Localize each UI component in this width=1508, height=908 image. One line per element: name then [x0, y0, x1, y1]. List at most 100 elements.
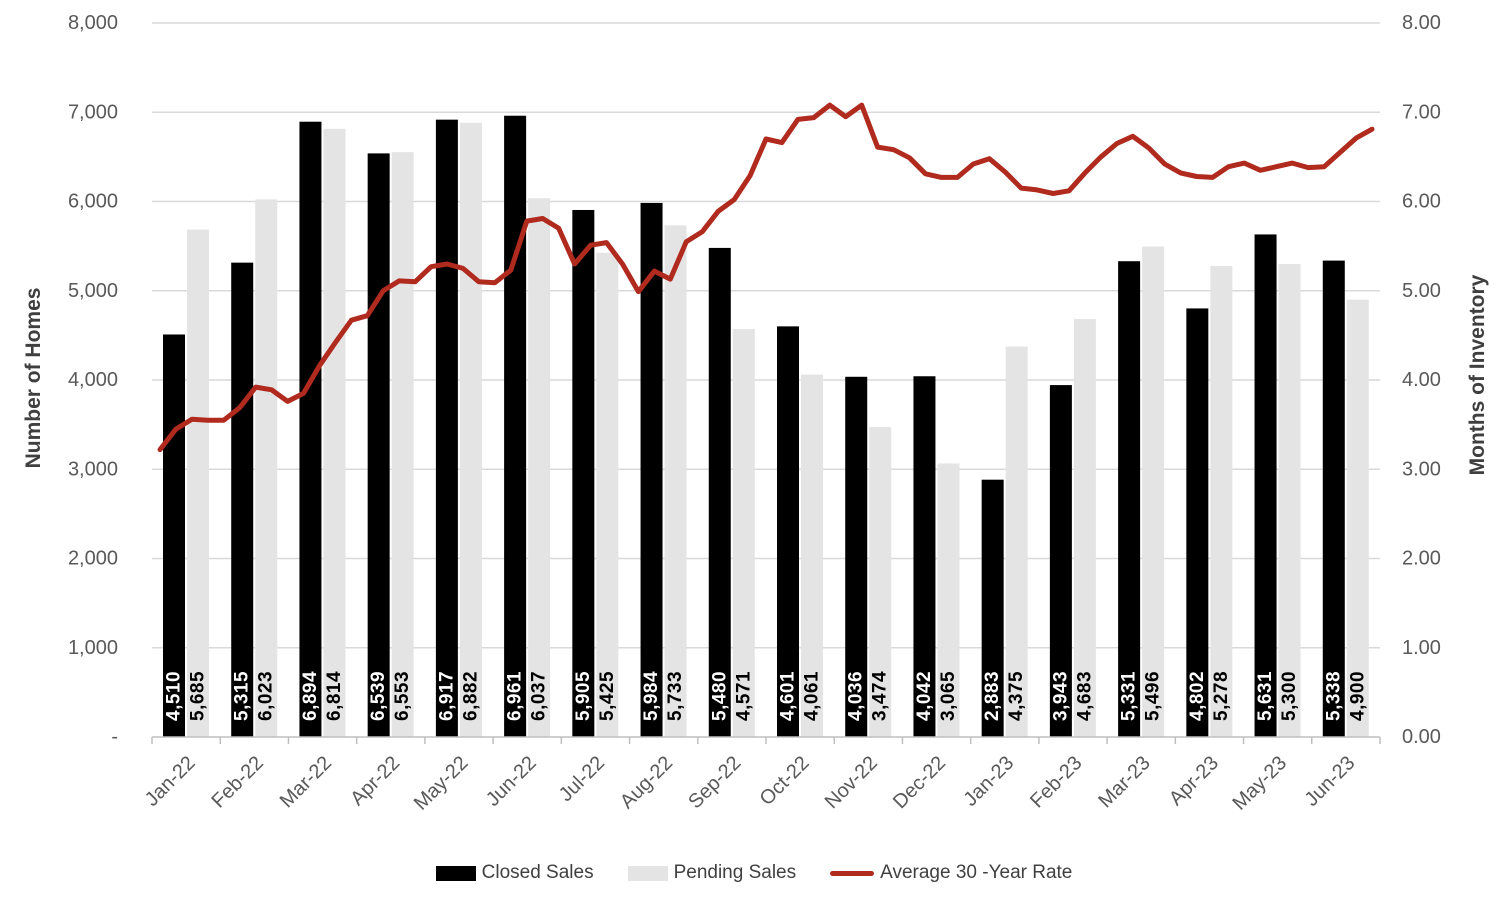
left-axis-tick-label: 3,000: [68, 458, 118, 480]
closed-sales-value-label: 5,905: [573, 671, 594, 721]
closed-sales-bar: [913, 376, 936, 737]
legend-item-average-rate: Average 30 -Year Rate: [830, 862, 1072, 884]
pending-sales-bar: [869, 426, 892, 737]
left-axis-tick-label: 4,000: [68, 369, 118, 391]
pending-sales-value-label: 4,061: [802, 671, 823, 721]
left-axis-title: Number of Homes: [22, 287, 45, 469]
pending-sales-value-label: 5,685: [188, 671, 209, 721]
closed-sales-bar: [231, 262, 254, 737]
closed-sales-value-label: 5,631: [1255, 671, 1276, 721]
x-tick-label: Nov-22: [821, 752, 882, 813]
closed-sales-bar: [1049, 385, 1072, 737]
pending-sales-value-label: 5,733: [665, 671, 686, 721]
x-tick-label: Dec-22: [889, 752, 950, 813]
x-tick-label: Apr-23: [1165, 752, 1223, 810]
right-axis-tick-label: 0.00: [1402, 726, 1441, 748]
legend-label-pending-sales: Pending Sales: [673, 862, 797, 883]
x-tick-label: Oct-22: [756, 752, 814, 810]
pending-sales-swatch: [627, 865, 668, 881]
closed-sales-value-label: 4,601: [778, 671, 799, 721]
closed-sales-bar: [1322, 260, 1345, 737]
pending-sales-value-label: 4,375: [1006, 671, 1027, 721]
closed-sales-bar: [435, 119, 458, 737]
closed-sales-swatch: [435, 865, 476, 881]
closed-sales-value-label: 6,917: [436, 671, 457, 721]
pending-sales-bar: [187, 229, 209, 737]
pending-sales-value-label: 4,571: [733, 671, 754, 721]
pending-sales-bar: [1278, 263, 1301, 737]
closed-sales-value-label: 2,883: [982, 671, 1003, 721]
closed-sales-bar: [1118, 261, 1141, 737]
x-tick-label: Jun-22: [482, 752, 541, 811]
closed-sales-bar: [981, 479, 1004, 737]
closed-sales-value-label: 4,802: [1187, 671, 1208, 721]
pending-sales-bar: [1346, 299, 1369, 737]
pending-sales-value-label: 6,553: [392, 671, 413, 721]
pending-sales-bar: [801, 374, 823, 737]
x-tick-label: May-22: [410, 752, 473, 815]
right-axis-tick-label: 2.00: [1402, 548, 1441, 570]
pending-sales-bar: [255, 199, 278, 737]
pending-sales-bar: [664, 225, 687, 737]
right-axis-tick-label: 1.00: [1402, 637, 1441, 659]
pending-sales-value-label: 5,425: [597, 671, 618, 721]
pending-sales-value-label: 4,900: [1347, 671, 1368, 721]
closed-sales-value-label: 5,984: [641, 671, 662, 721]
closed-sales-value-label: 4,510: [164, 671, 185, 721]
pending-sales-value-label: 5,300: [1279, 671, 1300, 721]
average-rate-line: [157, 102, 1375, 453]
right-axis-title: Months of Inventory: [1466, 274, 1489, 476]
pending-sales-value-label: 6,023: [256, 671, 277, 721]
right-axis-tick-label: 8.00: [1402, 12, 1441, 34]
right-axis-tick-label: 7.00: [1402, 101, 1441, 123]
x-tick-label: Apr-22: [346, 752, 404, 810]
closed-sales-bar: [640, 202, 663, 738]
pending-sales-value-label: 6,882: [460, 671, 481, 721]
right-axis-tick-label: 4.00: [1402, 369, 1441, 391]
pending-sales-value-label: 5,496: [1143, 671, 1164, 721]
closed-sales-bar: [367, 153, 390, 737]
closed-sales-value-label: 5,315: [232, 671, 253, 721]
pending-sales-value-label: 3,474: [870, 671, 891, 721]
pending-sales-value-label: 6,037: [529, 671, 550, 721]
pending-sales-bar: [323, 128, 346, 738]
pending-sales-bar: [732, 329, 755, 737]
x-tick-label: Jan-22: [141, 752, 200, 811]
closed-sales-value-label: 4,036: [846, 671, 867, 721]
x-tick-label: May-23: [1228, 752, 1291, 815]
right-axis-tick-label: 3.00: [1402, 458, 1441, 480]
pending-sales-bar: [1142, 246, 1165, 737]
x-tick-label: Mar-22: [276, 752, 336, 812]
legend: Closed Sales Pending Sales Average 30 -Y…: [0, 854, 1508, 892]
closed-sales-bar: [1186, 308, 1209, 737]
x-tick-label: Sep-22: [684, 752, 745, 813]
x-tick-label: Feb-23: [1026, 752, 1086, 812]
pending-sales-bar: [1073, 319, 1096, 737]
closed-sales-bar: [504, 115, 527, 737]
closed-sales-value-label: 5,480: [709, 671, 730, 721]
average-rate-line-swatch: [830, 870, 875, 876]
pending-sales-bar: [459, 122, 482, 738]
pending-sales-bar: [1210, 265, 1233, 737]
pending-sales-bar: [596, 252, 619, 737]
x-tick-label: Jul-22: [555, 752, 609, 806]
right-axis-tick-label: 6.00: [1402, 191, 1441, 213]
closed-sales-bar: [572, 209, 595, 737]
left-axis-tick-label: 6,000: [68, 191, 118, 213]
closed-sales-value-label: 5,338: [1323, 671, 1344, 721]
legend-label-closed-sales: Closed Sales: [481, 862, 594, 883]
right-axis-tick-label: 5.00: [1402, 280, 1441, 302]
left-axis-tick-label: 5,000: [68, 280, 118, 302]
closed-sales-bar: [777, 326, 799, 737]
closed-sales-value-label: 3,943: [1050, 671, 1071, 721]
left-axis-tick-label: 2,000: [68, 548, 118, 570]
closed-sales-bar: [845, 376, 868, 737]
pending-sales-bar: [528, 198, 551, 737]
closed-sales-value-label: 4,042: [914, 671, 935, 721]
closed-sales-bar: [1254, 234, 1277, 738]
closed-sales-bar: [708, 247, 731, 737]
pending-sales-bar: [937, 463, 960, 737]
x-tick-label: Aug-22: [616, 752, 677, 813]
legend-item-pending-sales: Pending Sales: [627, 862, 797, 884]
